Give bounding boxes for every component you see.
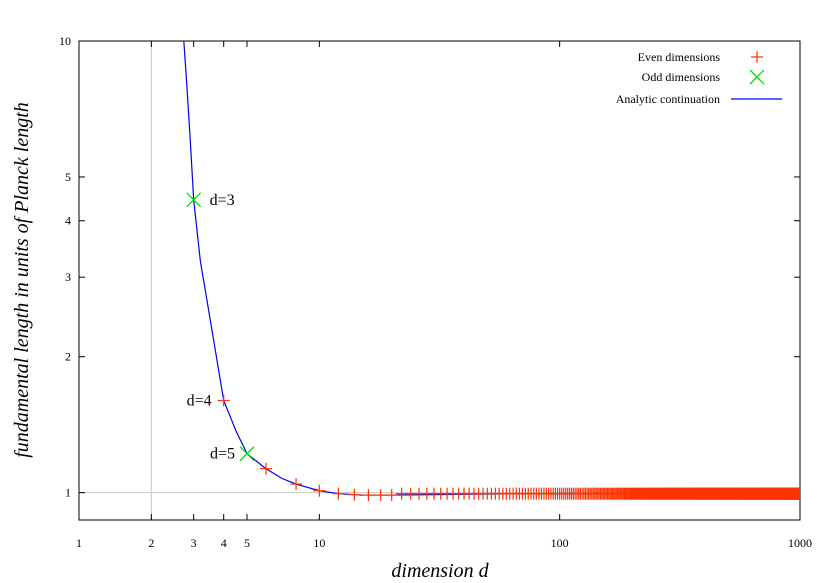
even-dimension-point	[385, 489, 398, 502]
y-tick-label: 3	[65, 270, 71, 284]
legend-label: Even dimensions	[638, 50, 721, 64]
x-tick-label: 10	[313, 536, 325, 550]
y-tick-label: 1	[65, 486, 71, 500]
plot-frame	[78, 40, 801, 521]
y-axis: 1 2 3 4 5 10	[59, 34, 800, 500]
even-dimension-point	[313, 484, 326, 497]
legend-label: Odd dimensions	[642, 70, 721, 84]
annotation-label: d=4	[187, 392, 212, 409]
even-dimension-point	[260, 462, 273, 475]
x-stroke-2	[749, 69, 765, 85]
odd-dimension-point	[186, 192, 202, 208]
y-tick-label: 2	[65, 350, 71, 364]
x-axis: 1 2 3 4 5 10 100 1000	[76, 41, 812, 550]
even-dimension-point	[348, 488, 361, 501]
legend-label: Analytic continuation	[616, 92, 720, 106]
x-tick-label: 1	[76, 536, 82, 550]
even-dimension-point	[290, 478, 303, 491]
even-dimension-point	[374, 489, 387, 502]
x-stroke-2	[186, 192, 202, 208]
x-tick-label: 3	[191, 536, 197, 550]
legend-plus-icon	[751, 51, 763, 63]
x-tick-label: 100	[551, 536, 569, 550]
x-stroke-2	[239, 446, 255, 462]
x-tick-label: 4	[221, 536, 227, 550]
legend-x-icon	[749, 69, 765, 85]
reference-lines	[79, 41, 800, 520]
x-tick-label: 5	[244, 536, 250, 550]
x-tick-label: 2	[148, 536, 154, 550]
x-tick-label: 1000	[788, 536, 812, 550]
annotation-label: d=3	[210, 192, 235, 209]
annotation-label: d=5	[210, 446, 235, 463]
even-dimension-point	[794, 487, 800, 500]
plot-area	[183, 41, 800, 502]
x-axis-label: dimension d	[391, 560, 489, 582]
analytic-continuation-line	[183, 41, 800, 496]
even-dimension-point	[332, 487, 345, 500]
even-dimension-point	[217, 394, 230, 407]
odd-dimension-point	[239, 446, 255, 462]
even-dimension-point	[362, 489, 375, 502]
legend: Even dimensions Odd dimensions Analytic co…	[616, 50, 782, 106]
y-axis-label: fundamental length in units of Planck le…	[11, 102, 33, 458]
y-tick-label: 5	[65, 170, 71, 184]
y-tick-label: 4	[65, 214, 71, 228]
annotations: d=3 d=4 d=5	[187, 192, 235, 463]
y-tick-label: 10	[59, 34, 71, 48]
